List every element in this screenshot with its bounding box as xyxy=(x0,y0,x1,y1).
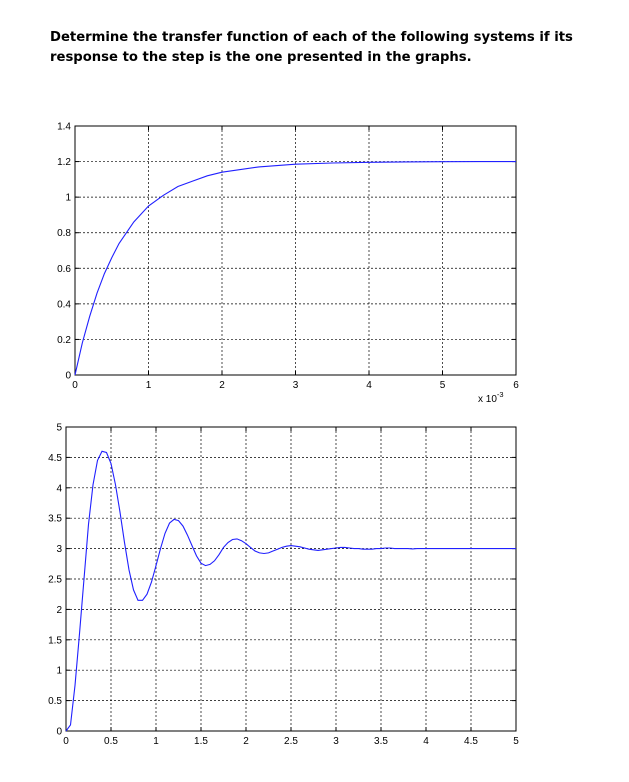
x-axis-multiplier: x 10-3 xyxy=(478,390,504,405)
chart-1-first-order-response: 0 1 2 3 4 5 6 0 0.2 0.4 0.6 0.8 1 1.2 1.4 xyxy=(57,122,519,392)
x-tick-label: 1 xyxy=(146,380,152,391)
y-tick-label: 2 xyxy=(56,605,62,616)
y-tick-label: 0.5 xyxy=(48,696,62,707)
y-tick-label: 3.5 xyxy=(48,514,62,525)
y-tick-label: 1.4 xyxy=(57,122,71,133)
y-tick-label: 3 xyxy=(56,544,62,555)
x-tick-label: 5 xyxy=(513,736,519,747)
x-tick-label: 4 xyxy=(366,380,372,391)
step-response-line xyxy=(74,161,516,376)
y-tick-label: 2.5 xyxy=(48,575,62,586)
x-tick-label: 2.5 xyxy=(284,736,298,747)
chart-2-second-order-response: 0 0.5 1 1.5 2 2.5 3 3.5 4 4.5 5 0 0.5 1 1.5 2 2.5 3 3.5 4 4.… xyxy=(48,423,519,748)
y-tick-label: 4.5 xyxy=(48,453,62,464)
y-tick-label: 1.2 xyxy=(57,157,71,168)
y-tick-label: 1.5 xyxy=(48,635,62,646)
x-tick-label: 2 xyxy=(243,736,249,747)
x-tick-label: 1.5 xyxy=(194,736,208,747)
x-tick-label: 4 xyxy=(423,736,429,747)
x-tick-label: 1 xyxy=(153,736,159,747)
step-response-line xyxy=(65,450,516,732)
x-tick-label: 0 xyxy=(72,380,78,391)
x-tick-label: 3.5 xyxy=(374,736,388,747)
x-tick-label: 4.5 xyxy=(464,736,478,747)
x-tick-label: 6 xyxy=(513,380,519,391)
y-tick-label: 1 xyxy=(65,193,71,204)
problem-statement: Determine the transfer function of each … xyxy=(50,30,573,65)
y-tick-label: 4 xyxy=(56,483,62,494)
x-tick-label: 2 xyxy=(219,380,225,391)
y-tick-label: 0.6 xyxy=(57,264,71,275)
x-tick-label: 0.5 xyxy=(104,736,118,747)
x-tick-label: 5 xyxy=(440,380,446,391)
y-tick-label: 0.8 xyxy=(57,228,71,239)
x-tick-label: 3 xyxy=(333,736,339,747)
multiplier-base: x 10 xyxy=(478,394,497,405)
y-tick-label: 1 xyxy=(56,666,62,677)
y-tick-label: 0 xyxy=(65,371,71,382)
y-tick-label: 0 xyxy=(56,727,62,738)
y-tick-label: 0.4 xyxy=(57,299,71,310)
x-tick-label: 0 xyxy=(63,736,69,747)
multiplier-exponent: -3 xyxy=(497,390,504,399)
y-tick-label: 5 xyxy=(56,423,62,434)
y-tick-label: 0.2 xyxy=(57,335,71,346)
x-tick-label: 3 xyxy=(293,380,299,391)
